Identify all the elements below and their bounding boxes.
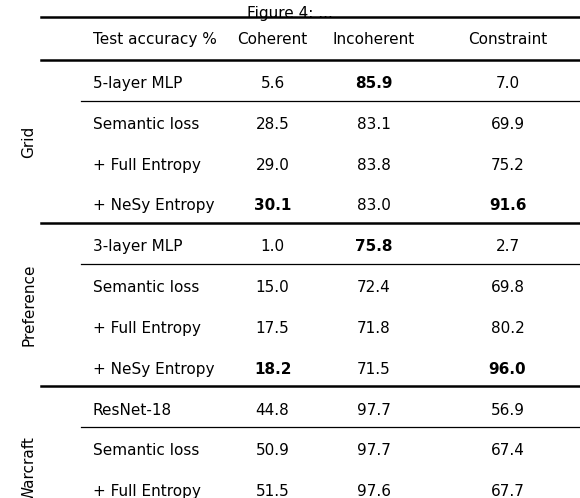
Text: ResNet-18: ResNet-18	[93, 402, 172, 418]
Text: + NeSy Entropy: + NeSy Entropy	[93, 362, 214, 377]
Text: 3-layer MLP: 3-layer MLP	[93, 239, 182, 254]
Text: 18.2: 18.2	[254, 362, 291, 377]
Text: 29.0: 29.0	[256, 157, 289, 173]
Text: 69.8: 69.8	[491, 280, 524, 295]
Text: 97.6: 97.6	[357, 484, 391, 498]
Text: 44.8: 44.8	[256, 402, 289, 418]
Text: 97.7: 97.7	[357, 402, 391, 418]
Text: Constraint: Constraint	[468, 32, 547, 47]
Text: 17.5: 17.5	[256, 321, 289, 336]
Text: 51.5: 51.5	[256, 484, 289, 498]
Text: 15.0: 15.0	[256, 280, 289, 295]
Text: Test accuracy %: Test accuracy %	[93, 32, 217, 47]
Text: 75.8: 75.8	[356, 239, 393, 254]
Text: 75.2: 75.2	[491, 157, 524, 173]
Text: 5-layer MLP: 5-layer MLP	[93, 76, 182, 91]
Text: 30.1: 30.1	[254, 198, 291, 214]
Text: Preference: Preference	[21, 263, 37, 346]
Text: 83.8: 83.8	[357, 157, 391, 173]
Text: 2.7: 2.7	[495, 239, 520, 254]
Text: 67.7: 67.7	[491, 484, 524, 498]
Text: + Full Entropy: + Full Entropy	[93, 484, 201, 498]
Text: 80.2: 80.2	[491, 321, 524, 336]
Text: Grid: Grid	[21, 125, 37, 157]
Text: 56.9: 56.9	[491, 402, 524, 418]
Text: + NeSy Entropy: + NeSy Entropy	[93, 198, 214, 214]
Text: 50.9: 50.9	[256, 443, 289, 459]
Text: 96.0: 96.0	[489, 362, 526, 377]
Text: 71.8: 71.8	[357, 321, 391, 336]
Text: Incoherent: Incoherent	[333, 32, 415, 47]
Text: Semantic loss: Semantic loss	[93, 443, 199, 459]
Text: Warcraft: Warcraft	[21, 436, 37, 498]
Text: Semantic loss: Semantic loss	[93, 117, 199, 132]
Text: 91.6: 91.6	[489, 198, 526, 214]
Text: Coherent: Coherent	[237, 32, 308, 47]
Text: 83.1: 83.1	[357, 117, 391, 132]
Text: 5.6: 5.6	[260, 76, 285, 91]
Text: 1.0: 1.0	[260, 239, 285, 254]
Text: + Full Entropy: + Full Entropy	[93, 157, 201, 173]
Text: 28.5: 28.5	[256, 117, 289, 132]
Text: Semantic loss: Semantic loss	[93, 280, 199, 295]
Text: + Full Entropy: + Full Entropy	[93, 321, 201, 336]
Text: 71.5: 71.5	[357, 362, 391, 377]
Text: 85.9: 85.9	[356, 76, 393, 91]
Text: Figure 4: ...: Figure 4: ...	[247, 6, 333, 21]
Text: 72.4: 72.4	[357, 280, 391, 295]
Text: 97.7: 97.7	[357, 443, 391, 459]
Text: 69.9: 69.9	[491, 117, 524, 132]
Text: 67.4: 67.4	[491, 443, 524, 459]
Text: 83.0: 83.0	[357, 198, 391, 214]
Text: 7.0: 7.0	[495, 76, 520, 91]
